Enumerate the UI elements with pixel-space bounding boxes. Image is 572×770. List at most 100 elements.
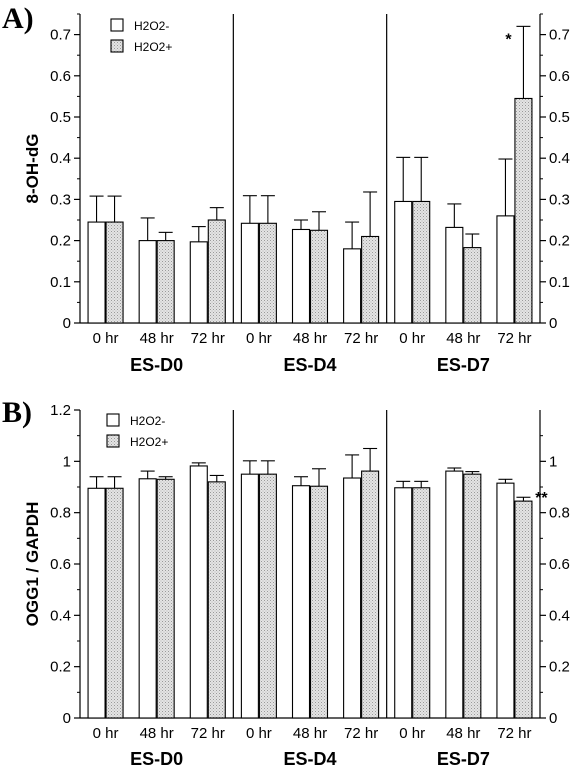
y-tick-label-right: 0: [549, 315, 557, 332]
y-tick-label-left: 0: [63, 315, 71, 332]
bar-h2o2-neg: [240, 222, 259, 324]
bar-h2o2-neg: [87, 487, 106, 719]
y-tick-label-right: 0.4: [549, 607, 570, 624]
category-label: 72 hr: [344, 725, 378, 742]
bar-h2o2-pos: [309, 485, 329, 719]
bar-h2o2-neg: [343, 477, 362, 719]
y-tick-label-left: 0.3: [50, 191, 71, 208]
category-label: 48 hr: [140, 725, 174, 742]
category-label: 48 hr: [293, 330, 327, 347]
category-label: 0 hr: [246, 725, 272, 742]
bar-h2o2-neg: [138, 240, 157, 324]
y-axis-title: OGG1 / GAPDH: [23, 502, 42, 627]
y-tick-label-left: 0.1: [50, 274, 71, 291]
bar-h2o2-pos: [105, 487, 124, 719]
bar-h2o2-neg: [445, 470, 464, 719]
category-label: 72 hr: [191, 725, 225, 742]
bar-h2o2-neg: [189, 465, 208, 719]
y-tick-label-right: 0.4: [549, 150, 570, 167]
y-tick-label-left: 0.5: [50, 109, 71, 126]
category-label: 72 hr: [497, 725, 531, 742]
y-tick-label-right: 0.6: [549, 556, 570, 573]
y-tick-label-left: 0.6: [50, 68, 71, 85]
y-tick-label-left: 0.4: [50, 607, 71, 624]
category-label: 0 hr: [399, 725, 425, 742]
bar-h2o2-neg: [343, 248, 362, 324]
legend-swatch: [110, 39, 124, 53]
group-label: ES-D0: [130, 355, 183, 375]
y-tick-label-left: 0.8: [50, 505, 71, 522]
y-tick-label-left: 0.4: [50, 150, 71, 167]
bar-h2o2-pos: [258, 473, 277, 719]
legend-label: H2O2-: [130, 414, 165, 428]
category-label: 0 hr: [399, 330, 425, 347]
y-tick-label-left: 0.6: [50, 556, 71, 573]
significance-annotation: **: [535, 490, 548, 507]
y-tick-label-right: 0.7: [549, 27, 570, 44]
category-label: 72 hr: [344, 330, 378, 347]
bar-h2o2-pos: [258, 222, 277, 324]
bar-h2o2-pos: [463, 473, 482, 719]
legend-label: H2O2-: [134, 19, 169, 33]
bar-h2o2-pos: [412, 200, 431, 324]
category-label: 48 hr: [446, 725, 480, 742]
panel-b: B) 0 0.2 0.4 0.6 0.8 1 1.2 0 0.2 0.4 0.6 0.8 1 OGG1 / …: [2, 396, 570, 769]
bar-h2o2-pos: [207, 219, 226, 324]
y-tick-label-left: 0.2: [50, 233, 71, 250]
bar-h2o2-neg: [496, 215, 515, 324]
category-label: 48 hr: [446, 330, 480, 347]
category-label: 0 hr: [93, 725, 119, 742]
y-tick-label-left: 0.7: [50, 27, 71, 44]
category-label: 48 hr: [140, 330, 174, 347]
panel-label: B): [2, 396, 32, 429]
legend-label: H2O2+: [130, 435, 168, 449]
bar-h2o2-neg: [291, 228, 311, 324]
bar-h2o2-pos: [412, 487, 431, 719]
category-label: 72 hr: [191, 330, 225, 347]
category-label: 48 hr: [293, 725, 327, 742]
panel-label: A): [2, 2, 34, 35]
bar-h2o2-pos: [207, 481, 226, 719]
y-tick-label-right: 0: [549, 710, 557, 727]
y-tick-label-right: 0.6: [549, 68, 570, 85]
category-label: 0 hr: [93, 330, 119, 347]
bar-h2o2-neg: [445, 226, 464, 324]
bar-h2o2-neg: [87, 221, 106, 324]
bar-h2o2-pos: [156, 478, 175, 719]
bar-h2o2-pos: [105, 221, 124, 324]
y-axis-title: 8-OH-dG: [23, 134, 42, 204]
bar-h2o2-pos: [309, 229, 329, 324]
y-tick-label-left: 0: [63, 710, 71, 727]
y-tick-label-right: 1: [549, 453, 557, 470]
y-tick-label-right: 0.3: [549, 191, 570, 208]
bar-h2o2-pos: [361, 235, 380, 324]
bar-h2o2-neg: [240, 473, 259, 719]
legend-swatch: [106, 413, 120, 427]
significance-annotation: *: [505, 31, 512, 48]
bar-h2o2-neg: [394, 487, 413, 719]
bar-h2o2-neg: [394, 200, 413, 324]
bar-h2o2-neg: [189, 241, 208, 324]
legend-label: H2O2+: [134, 40, 172, 54]
bar-h2o2-pos: [361, 470, 380, 719]
y-tick-label-right: 0.2: [549, 233, 570, 250]
group-label: ES-D4: [283, 355, 336, 375]
y-tick-label-left: 1.2: [50, 402, 71, 419]
bar-h2o2-pos: [463, 247, 482, 324]
y-tick-label-left: 1: [63, 453, 71, 470]
category-label: 0 hr: [246, 330, 272, 347]
category-label: 72 hr: [497, 330, 531, 347]
group-label: ES-D4: [283, 749, 336, 769]
group-label: ES-D7: [437, 749, 490, 769]
bar-h2o2-neg: [291, 485, 311, 719]
legend-swatch: [110, 18, 124, 32]
group-label: ES-D0: [130, 749, 183, 769]
y-tick-label-left: 0.2: [50, 659, 71, 676]
y-tick-label-right: 0.5: [549, 109, 570, 126]
bar-h2o2-pos: [514, 500, 533, 719]
legend-swatch: [106, 434, 120, 448]
bar-h2o2-neg: [138, 478, 157, 719]
y-tick-label-right: 0.1: [549, 274, 570, 291]
y-tick-label-right: 0.2: [549, 659, 570, 676]
